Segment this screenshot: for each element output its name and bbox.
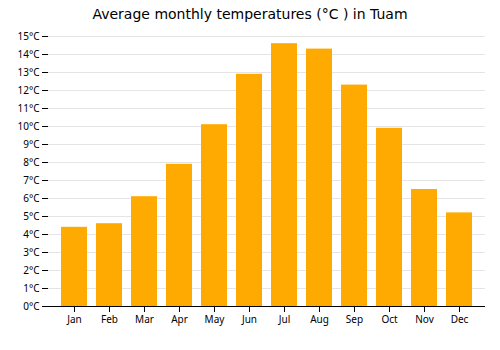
svg-text:9°C: 9°C: [23, 137, 40, 151]
svg-text:Jun: Jun: [241, 312, 257, 326]
svg-text:May: May: [205, 312, 226, 326]
svg-text:5°C: 5°C: [23, 209, 40, 223]
svg-text:Feb: Feb: [101, 312, 118, 326]
svg-text:10°C: 10°C: [17, 119, 40, 133]
svg-text:Jul: Jul: [278, 312, 291, 326]
svg-text:Sep: Sep: [346, 312, 363, 326]
svg-text:Mar: Mar: [135, 312, 154, 326]
svg-text:12°C: 12°C: [17, 83, 40, 97]
svg-text:11°C: 11°C: [17, 101, 40, 115]
svg-text:15°C: 15°C: [17, 29, 40, 43]
svg-text:7°C: 7°C: [23, 173, 40, 187]
svg-text:2°C: 2°C: [23, 263, 40, 277]
svg-text:Aug: Aug: [310, 312, 329, 326]
svg-text:Dec: Dec: [451, 312, 469, 326]
svg-text:1°C: 1°C: [23, 281, 40, 295]
svg-text:Oct: Oct: [381, 312, 398, 326]
svg-text:13°C: 13°C: [17, 65, 40, 79]
svg-text:Jan: Jan: [66, 312, 82, 326]
svg-text:6°C: 6°C: [23, 191, 40, 205]
svg-text:4°C: 4°C: [23, 227, 40, 241]
svg-text:0°C: 0°C: [23, 299, 40, 313]
svg-text:Nov: Nov: [415, 312, 434, 326]
html-text:Average monthly temperatures (: Average monthly temperatures (°C ) in Tu…: [92, 6, 408, 22]
svg-text:8°C: 8°C: [23, 155, 40, 169]
svg-text:Apr: Apr: [171, 312, 188, 326]
svg-text:14°C: 14°C: [17, 47, 40, 61]
svg-text:3°C: 3°C: [23, 245, 40, 259]
